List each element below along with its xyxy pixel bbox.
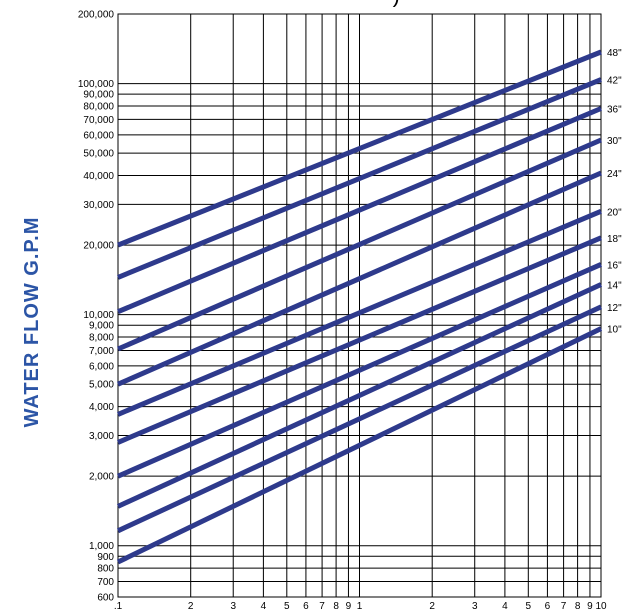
y-tick-label: 8,000 <box>89 333 114 344</box>
x-tick-label: 5 <box>284 601 290 612</box>
x-tick-label: 7 <box>561 601 567 612</box>
x-tick-label: 9 <box>346 601 352 612</box>
series-line <box>117 235 602 445</box>
y-tick-label: 6,000 <box>89 361 114 372</box>
series-label: 14" <box>607 281 622 292</box>
chart-title-fragment: ) <box>392 0 399 7</box>
y-tick-label: 800 <box>97 564 114 575</box>
y-tick-label: 3,000 <box>89 431 114 442</box>
x-tick-label: 6 <box>303 601 309 612</box>
x-tick-label: 4 <box>502 601 508 612</box>
x-tick-label: 3 <box>472 601 478 612</box>
series-label: 36" <box>607 104 622 115</box>
y-tick-label: 900 <box>97 552 114 563</box>
x-tick-label: 4 <box>261 601 267 612</box>
series-line <box>116 304 603 534</box>
x-tick-label: 1 <box>357 601 363 612</box>
series-label: 16" <box>607 260 622 271</box>
series-line <box>117 137 602 352</box>
series-line <box>116 262 603 479</box>
x-tick-label: 10 <box>595 601 607 612</box>
y-tick-label: 4,000 <box>89 402 114 413</box>
x-tick-label: 7 <box>319 601 325 612</box>
series-label: 48" <box>607 48 622 59</box>
y-tick-label: 200,000 <box>78 10 115 21</box>
y-tick-label: 9,000 <box>89 321 114 332</box>
series-label: 18" <box>607 234 622 245</box>
y-tick-label: 80,000 <box>83 101 114 112</box>
series-line <box>117 49 602 248</box>
series-line <box>116 326 603 565</box>
series-label: 42" <box>607 76 622 87</box>
series-line <box>117 208 602 417</box>
y-tick-label: 100,000 <box>78 79 115 90</box>
series-line <box>116 282 603 509</box>
series-label: 20" <box>607 207 622 218</box>
series-label: 24" <box>607 169 622 180</box>
x-tick-labels: .1 2 3 4 5 6 7 8 9 1 2 3 4 5 6 7 8 9 10 <box>114 601 607 612</box>
series-lines <box>116 49 603 565</box>
x-tick-label: 8 <box>575 601 581 612</box>
y-tick-label: 700 <box>97 577 114 588</box>
series-label: 12" <box>607 303 622 314</box>
series-line <box>117 77 602 280</box>
y-tick-label: 20,000 <box>83 241 114 252</box>
x-tick-label: 9 <box>587 601 593 612</box>
y-tick-label: 90,000 <box>83 90 114 101</box>
grid <box>117 13 602 598</box>
y-axis-label: WATER FLOW G.P.M <box>21 217 43 428</box>
x-tick-label: 5 <box>526 601 532 612</box>
y-tick-label: 600 <box>97 593 114 604</box>
series-line <box>117 106 602 315</box>
y-tick-label: 40,000 <box>83 171 114 182</box>
series-label: 30" <box>607 136 622 147</box>
x-tick-label: 3 <box>230 601 236 612</box>
series-line <box>116 170 603 387</box>
y-tick-label: 60,000 <box>83 130 114 141</box>
x-tick-label: 6 <box>545 601 551 612</box>
x-tick-label: .1 <box>114 601 123 612</box>
series-label: 10" <box>607 325 622 336</box>
y-tick-label: 5,000 <box>89 380 114 391</box>
x-tick-label: 8 <box>333 601 339 612</box>
y-tick-label: 1,000 <box>89 541 114 552</box>
y-tick-label: 50,000 <box>83 149 114 160</box>
y-tick-label: 2,000 <box>89 472 114 483</box>
y-tick-label: 30,000 <box>83 200 114 211</box>
x-tick-label: 2 <box>429 601 435 612</box>
x-tick-label: 2 <box>188 601 194 612</box>
y-tick-label: 10,000 <box>83 310 114 321</box>
y-tick-label: 7,000 <box>89 346 114 357</box>
series-labels: 48" 42" 36" 30" 24" 20" 18" 16" 14" 12" 10" <box>607 48 622 336</box>
y-tick-label: 70,000 <box>83 115 114 126</box>
